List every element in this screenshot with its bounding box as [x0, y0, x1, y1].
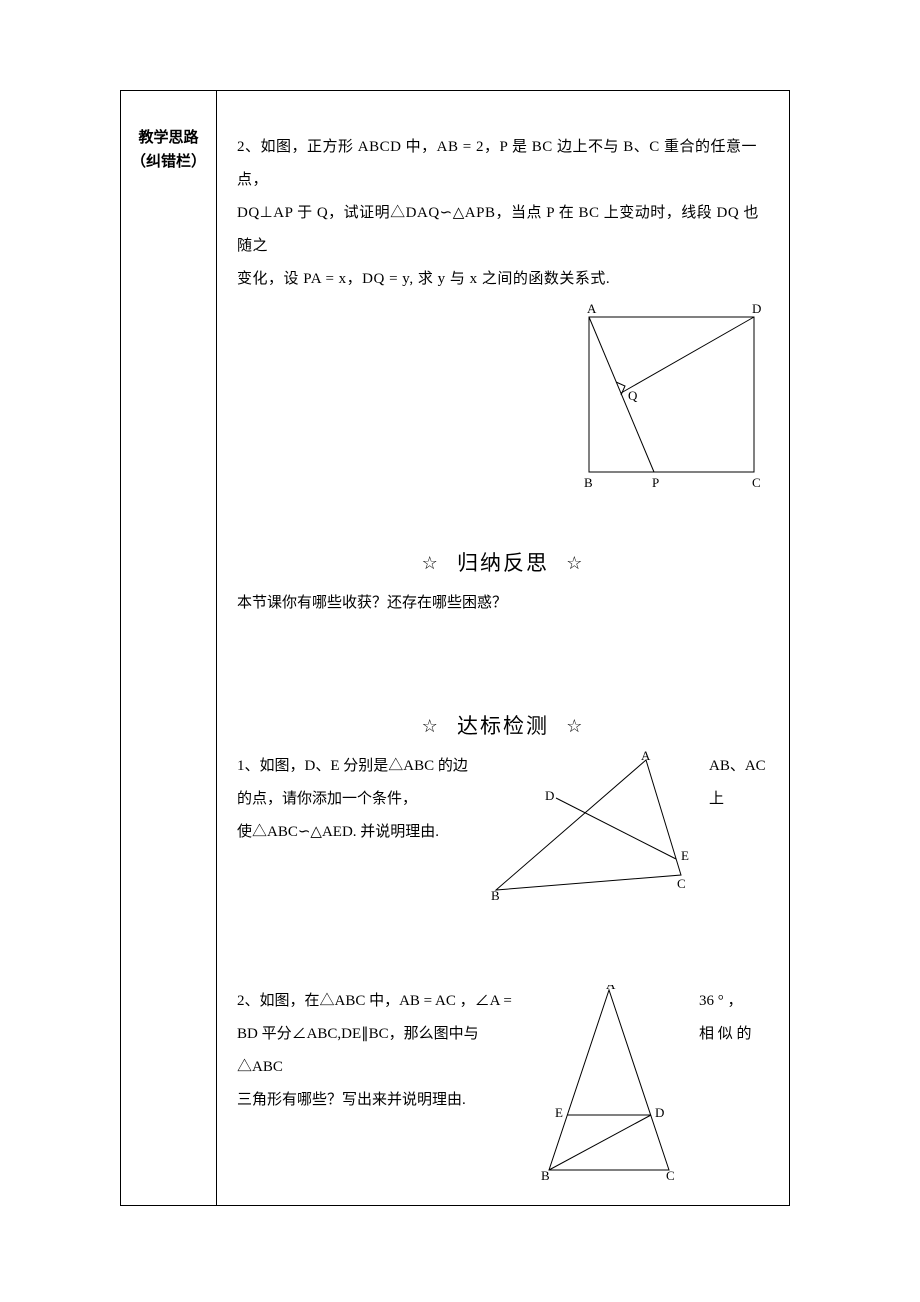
label-E: E	[681, 848, 689, 863]
label-C: C	[677, 876, 686, 891]
label-B: B	[541, 1168, 550, 1180]
triangle1-diagram-wrap: A B C D E	[481, 750, 701, 905]
label-A: A	[641, 750, 651, 763]
sidebar-title-line1: 教学思路	[121, 126, 216, 150]
star-icon: ☆	[422, 553, 440, 573]
check-q1-block: 1、如图，D、E 分别是△ABC 的边 的点，请你添加一个条件， 使△ABC∽△…	[237, 750, 769, 905]
check-q2-line2: BD 平分∠ABC,DE∥BC，那么图中与△ABC	[237, 1018, 521, 1084]
reflect-title-text: 归纳反思	[457, 551, 549, 575]
check-q2-text: 2、如图，在△ABC 中，AB = AC ，∠A = BD 平分∠ABC,DE∥…	[237, 985, 521, 1117]
label-D: D	[655, 1105, 664, 1120]
check-q2-line3: 三角形有哪些？写出来并说明理由.	[237, 1084, 521, 1117]
check-q1-text: 1、如图，D、E 分别是△ABC 的边 的点，请你添加一个条件， 使△ABC∽△…	[237, 750, 471, 849]
sidebar-column: 教学思路 （纠错栏）	[121, 91, 217, 1205]
check-q2-block: 2、如图，在△ABC 中，AB = AC ，∠A = BD 平分∠ABC,DE∥…	[237, 985, 769, 1185]
check-q2-line1: 2、如图，在△ABC 中，AB = AC ，∠A =	[237, 985, 521, 1018]
square-diagram-wrap: A D B C P Q	[237, 302, 769, 497]
label-C: C	[752, 475, 761, 490]
label-C: C	[666, 1168, 675, 1180]
check-q1-tail1: AB、AC 上	[709, 750, 769, 816]
label-B: B	[584, 475, 593, 490]
check-title-text: 达标检测	[457, 714, 549, 738]
check-section-title: ☆ 达标检测 ☆	[237, 710, 769, 740]
content-column: 2、如图，正方形 ABCD 中，AB = 2，P 是 BC 边上不与 B、C 重…	[217, 91, 789, 1205]
problem-2-line1: 2、如图，正方形 ABCD 中，AB = 2，P 是 BC 边上不与 B、C 重…	[237, 131, 769, 197]
label-D: D	[752, 302, 761, 316]
label-B: B	[491, 888, 500, 900]
check-q2-tail1: 36 ° ，	[699, 985, 769, 1018]
check-q1-line1: 1、如图，D、E 分别是△ABC 的边	[237, 750, 471, 783]
check-q1-tail: AB、AC 上	[709, 750, 769, 816]
check-q1-line3: 使△ABC∽△AED. 并说明理由.	[237, 816, 471, 849]
label-D: D	[545, 788, 554, 803]
star-icon: ☆	[566, 553, 584, 573]
label-Q: Q	[628, 388, 638, 403]
label-P: P	[652, 475, 659, 490]
square-diagram: A D B C P Q	[574, 302, 769, 492]
reflect-section-title: ☆ 归纳反思 ☆	[237, 547, 769, 577]
check-q2-tail: 36 ° ， 相 似 的	[699, 985, 769, 1051]
check-q2-tail2: 相 似 的	[699, 1018, 769, 1051]
problem-2-line2: DQ⊥AP 于 Q，试证明△DAQ∽△APB，当点 P 在 BC 上变动时，线段…	[237, 197, 769, 263]
check-q1-line2: 的点，请你添加一个条件，	[237, 783, 471, 816]
label-A: A	[587, 302, 597, 316]
reflect-body: 本节课你有哪些收获？还存在哪些困惑？	[237, 587, 769, 620]
star-icon: ☆	[566, 716, 584, 736]
triangle2-diagram-wrap: A B C E D	[531, 985, 691, 1185]
sidebar-title-line2: （纠错栏）	[121, 150, 216, 174]
problem-2-line3: 变化，设 PA = x，DQ = y, 求 y 与 x 之间的函数关系式.	[237, 263, 769, 296]
triangle1-diagram: A B C D E	[481, 750, 701, 900]
triangle2-diagram: A B C E D	[531, 985, 691, 1180]
star-icon: ☆	[422, 716, 440, 736]
label-E: E	[555, 1105, 563, 1120]
problem-2-text: 2、如图，正方形 ABCD 中，AB = 2，P 是 BC 边上不与 B、C 重…	[237, 131, 769, 296]
worksheet-frame: 教学思路 （纠错栏） 2、如图，正方形 ABCD 中，AB = 2，P 是 BC…	[120, 90, 790, 1206]
label-A: A	[606, 985, 616, 992]
